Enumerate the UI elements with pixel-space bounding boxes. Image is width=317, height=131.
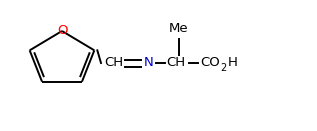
Text: CO: CO [200,56,220,70]
Text: H: H [228,56,238,70]
Text: O: O [57,24,67,37]
Text: 2: 2 [220,63,226,73]
Text: Me: Me [169,23,189,36]
Text: CH: CH [166,56,185,70]
Text: CH: CH [104,56,123,70]
Text: N: N [144,56,154,70]
